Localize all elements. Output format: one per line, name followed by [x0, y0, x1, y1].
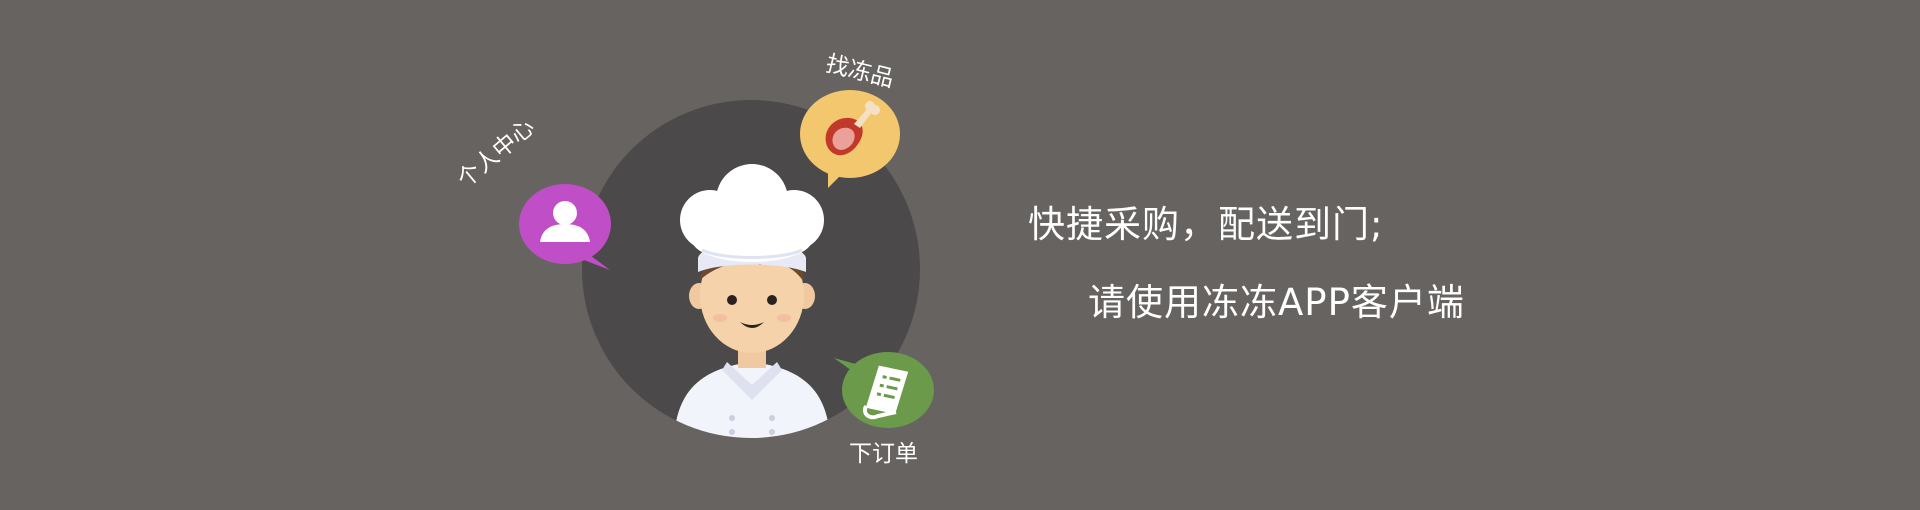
user-center-bubble[interactable]	[518, 182, 614, 272]
place-order-bubble[interactable]	[832, 350, 936, 438]
meat-icon	[825, 101, 880, 156]
find-frozen-label[interactable]: 找冻品	[823, 50, 897, 93]
tagline-line-1: 快捷采购，配送到门;	[1028, 203, 1384, 246]
person-icon	[540, 201, 590, 242]
order-list-icon	[863, 365, 909, 420]
find-frozen-bubble[interactable]	[798, 88, 902, 190]
tagline-line-2: 请使用冻冻APP客户端	[1088, 281, 1465, 324]
chef-illustration	[674, 164, 830, 438]
place-order-label[interactable]: 下订单	[849, 441, 918, 467]
